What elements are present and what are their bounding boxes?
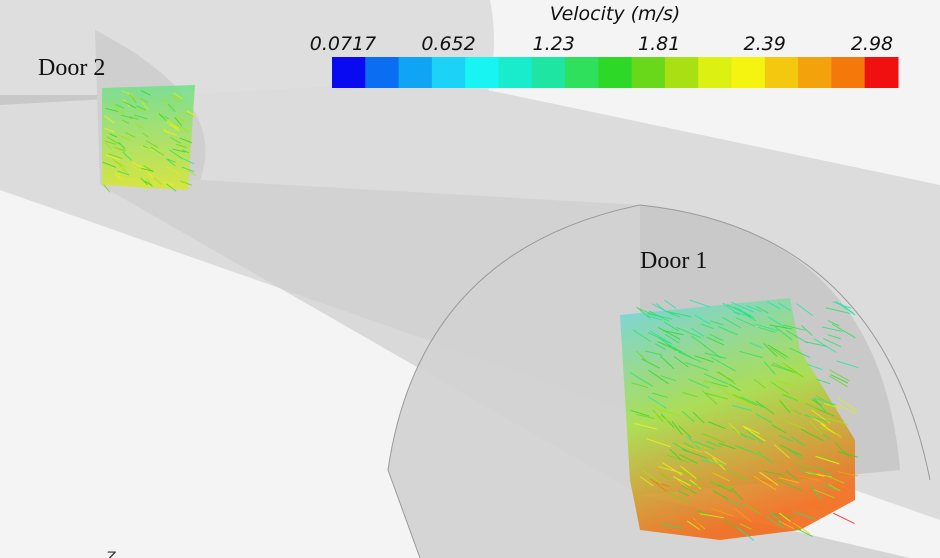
colorbar-segment	[831, 57, 865, 88]
colorbar-segment	[532, 57, 566, 88]
colorbar-tick-label: 1.81	[638, 33, 680, 55]
colorbar-segment	[598, 57, 632, 88]
colorbar-segment	[632, 57, 666, 88]
colorbar-tick-label: 1.23	[533, 33, 575, 55]
colorbar-segment	[465, 57, 499, 88]
colorbar-segment	[365, 57, 399, 88]
colorbar-segment	[432, 57, 466, 88]
colorbar-segment	[498, 57, 532, 88]
colorbar-segment	[765, 57, 799, 88]
colorbar-tick-label: 0.0717	[310, 33, 376, 55]
colorbar-segment	[698, 57, 732, 88]
colorbar-segment	[399, 57, 433, 88]
colorbar-segment	[565, 57, 599, 88]
colorbar-segment	[332, 57, 366, 88]
colorbar-tick-label: 0.652	[421, 33, 475, 55]
colorbar-tick-label: 2.39	[744, 33, 786, 55]
colorbar-segment	[732, 57, 766, 88]
door-label: Door 1	[640, 248, 707, 274]
colorbar-segment	[798, 57, 832, 88]
colorbar-segment	[665, 57, 699, 88]
colorbar-segment	[865, 57, 899, 88]
colorbar-title: Velocity (m/s)	[550, 3, 681, 25]
door-label: Door 2	[38, 55, 105, 81]
colorbar-tick-label: 2.98	[851, 33, 893, 55]
scene: 0.0717 0.652 1.23 1.81 2.39 2.98 Velocity (m/…	[0, 0, 940, 558]
axis-label: Z	[105, 550, 116, 558]
